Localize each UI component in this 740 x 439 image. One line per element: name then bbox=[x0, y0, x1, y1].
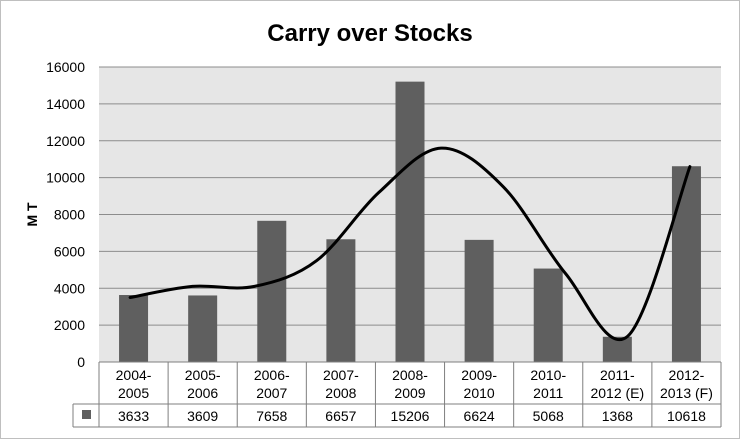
y-tick-label: 2000 bbox=[54, 317, 85, 333]
data-table-value: 6624 bbox=[464, 408, 495, 424]
x-category-label-line1: 2006- bbox=[254, 367, 290, 383]
bar bbox=[257, 220, 287, 362]
x-category-label-line2: 2012 (E) bbox=[590, 385, 644, 401]
bar bbox=[395, 81, 425, 362]
y-tick-label: 10000 bbox=[46, 170, 85, 186]
x-category-label-line2: 2013 (F) bbox=[660, 385, 713, 401]
x-category-label-line1: 2012- bbox=[669, 367, 705, 383]
x-category-label-line2: 2008 bbox=[325, 385, 356, 401]
bar bbox=[119, 295, 149, 362]
bar bbox=[671, 166, 701, 362]
y-axis-label: M T bbox=[24, 202, 40, 227]
x-category-label-line1: 2011- bbox=[600, 367, 635, 383]
data-table-value: 7658 bbox=[256, 408, 287, 424]
x-category-label-line1: 2004- bbox=[116, 367, 152, 383]
x-category-label-line1: 2010- bbox=[530, 367, 566, 383]
x-category-label-line2: 2007 bbox=[256, 385, 287, 401]
data-table-value: 10618 bbox=[667, 408, 706, 424]
y-tick-label: 12000 bbox=[46, 133, 85, 149]
x-category-label-line2: 2006 bbox=[187, 385, 218, 401]
x-category-label-line1: 2007- bbox=[323, 367, 359, 383]
x-category-label-line1: 2009- bbox=[461, 367, 497, 383]
data-table-value: 3633 bbox=[118, 408, 149, 424]
data-table-value: 15206 bbox=[391, 408, 430, 424]
data-table-value: 3609 bbox=[187, 408, 218, 424]
trendline bbox=[128, 146, 692, 341]
y-tick-label: 6000 bbox=[54, 243, 85, 259]
chart-title: Carry over Stocks bbox=[267, 20, 472, 47]
legend-key bbox=[82, 410, 91, 419]
x-category-label-line2: 2009 bbox=[394, 385, 425, 401]
y-tick-label: 4000 bbox=[54, 280, 85, 296]
y-tick-label: 16000 bbox=[46, 59, 85, 75]
bar bbox=[188, 295, 218, 362]
x-category-label-line2: 2010 bbox=[464, 385, 495, 401]
x-category-label-line2: 2011 bbox=[533, 385, 563, 401]
y-tick-label: 0 bbox=[77, 354, 85, 370]
x-category-label-line1: 2008- bbox=[392, 367, 428, 383]
data-table-value: 5068 bbox=[533, 408, 564, 424]
bar bbox=[326, 239, 356, 362]
data-table-value: 6657 bbox=[325, 408, 356, 424]
y-tick-label: 8000 bbox=[54, 207, 85, 223]
bar bbox=[533, 268, 563, 362]
x-category-label-line2: 2005 bbox=[118, 385, 149, 401]
data-table-value: 1368 bbox=[602, 408, 633, 424]
bar bbox=[602, 336, 632, 362]
y-tick-label: 14000 bbox=[46, 96, 85, 112]
bar bbox=[464, 239, 494, 362]
x-category-label-line1: 2005- bbox=[185, 367, 221, 383]
